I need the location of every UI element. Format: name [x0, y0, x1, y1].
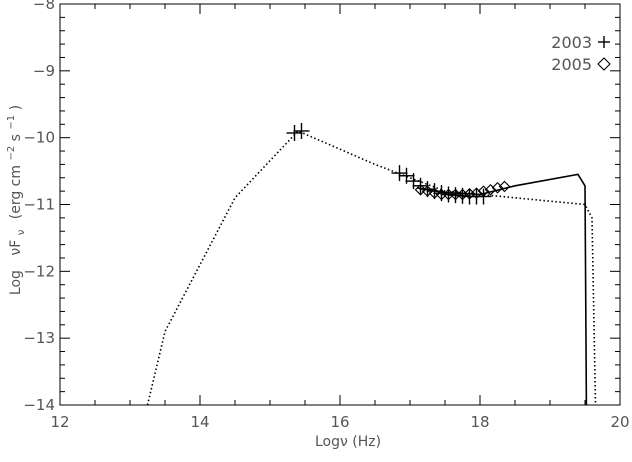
y-axis-title-units: (erg cm	[8, 165, 24, 219]
y-tick-label: −9	[33, 62, 55, 80]
data-point-2005	[484, 184, 497, 196]
y-tick-label: −8	[33, 0, 55, 13]
y-tick-label: −13	[23, 329, 55, 347]
y-tick-label: −10	[23, 129, 55, 147]
y-axis-title-s: s	[8, 134, 24, 141]
legend: 2003 2005	[551, 33, 611, 74]
x-tick-label: 14	[190, 413, 209, 431]
x-tick-label: 12	[50, 413, 69, 431]
legend-label-2003: 2003	[551, 33, 592, 52]
legend-diamond-marker	[597, 57, 611, 71]
dotted-model-curve	[146, 130, 597, 406]
data-point-2003	[293, 122, 310, 139]
y-tick-label: −14	[23, 396, 55, 414]
data-point-2005	[477, 185, 490, 197]
y-axis-title: Log νF ν (erg cm −2 s −1 )	[2, 105, 28, 295]
data-point-2005	[470, 187, 483, 199]
y-axis-title-log: Log	[8, 270, 24, 295]
dotted-model-layer	[146, 130, 597, 406]
y-tick-label: −11	[23, 196, 55, 214]
y-axis-title-nuf: νF	[8, 240, 24, 256]
data-point-2003	[286, 124, 303, 141]
x-tick-label: 18	[470, 413, 489, 431]
data-point-2005	[414, 184, 427, 196]
solid-model-layer	[416, 173, 588, 406]
data-point-2005	[421, 185, 434, 197]
data-point-2005	[498, 180, 511, 193]
legend-plus-marker	[598, 36, 610, 48]
y-tick-label: −12	[23, 262, 55, 280]
y-axis-title-exp-cm: −2	[6, 146, 17, 161]
x-axis-title: Logν (Hz)	[315, 434, 381, 450]
axes-layer: 12 14 16 18 20 −14 −13 −12 −11 −10 −9 −8	[23, 0, 629, 431]
x-tick-label: 20	[610, 413, 629, 431]
data-point-2005	[428, 187, 441, 199]
data-point-2003	[412, 177, 429, 194]
data-point-2003	[433, 185, 450, 202]
data-point-2003	[391, 165, 408, 182]
plot-frame	[59, 3, 621, 406]
y-axis-title-nu-subscript: ν	[16, 229, 27, 235]
data-point-2005	[491, 182, 504, 194]
y-axis-title-exp-s: −1	[6, 115, 17, 130]
data-marker-layer	[286, 122, 511, 205]
solid-model-curve	[416, 173, 588, 406]
legend-label-2005: 2005	[551, 55, 592, 74]
y-axis-title-close: )	[8, 105, 24, 110]
x-tick-label: 16	[330, 413, 349, 431]
